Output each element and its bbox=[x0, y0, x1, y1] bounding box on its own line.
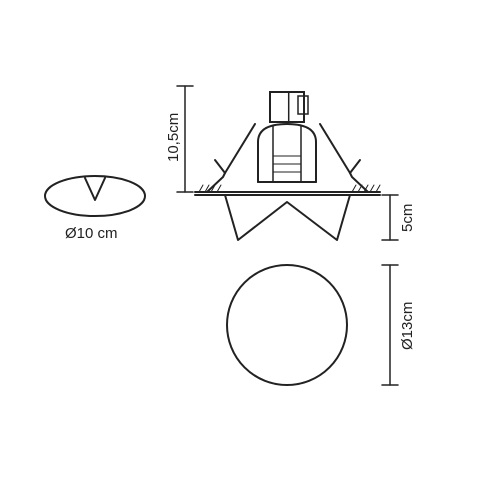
clip-right bbox=[320, 124, 350, 173]
reflector-section bbox=[225, 195, 350, 240]
dim-label-diameter-13: Ø13cm bbox=[399, 302, 416, 350]
ellipse-notch bbox=[85, 178, 105, 200]
dim-label-depth: 5cm bbox=[399, 204, 416, 232]
plan-large-circle bbox=[227, 265, 347, 385]
clip-left bbox=[225, 124, 255, 173]
plan-small-ellipse bbox=[45, 176, 145, 216]
lamp-bulb bbox=[258, 124, 316, 182]
dim-label-height: 10,5cm bbox=[165, 113, 182, 162]
dim-label-diameter-10: Ø10 cm bbox=[65, 225, 118, 242]
